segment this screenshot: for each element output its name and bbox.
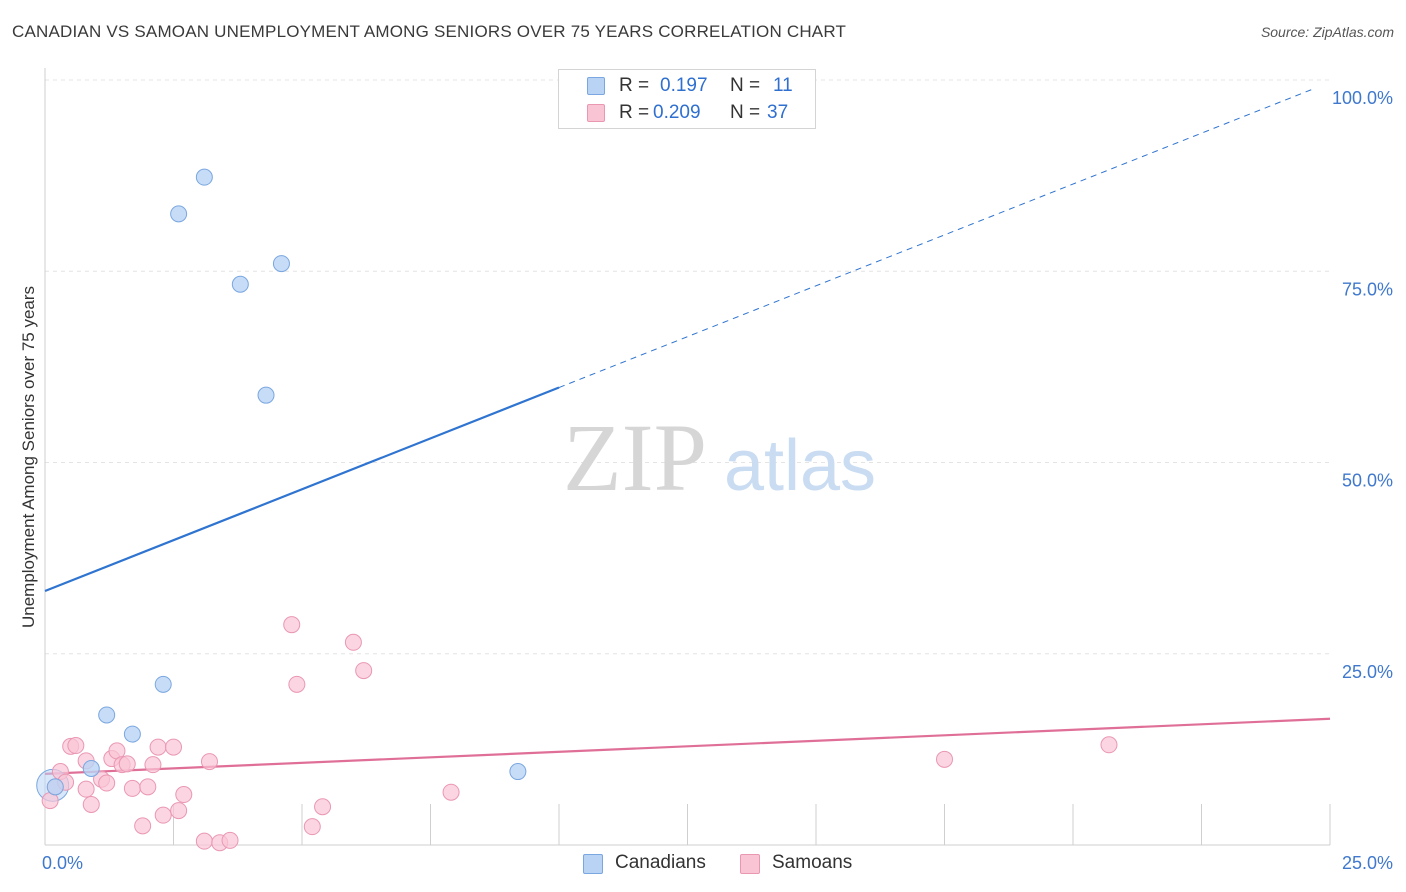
samoans-point — [175, 786, 193, 804]
samoans-point — [221, 831, 239, 849]
y-tick-label: 50.0% — [1342, 471, 1393, 491]
x-tick-label: 0.0% — [42, 853, 83, 873]
samoans-point — [283, 616, 301, 634]
bottom-swatch-samoans — [740, 854, 760, 874]
samoans-point — [98, 774, 116, 792]
source-label: Source: ZipAtlas.com — [1260, 24, 1394, 40]
canadians-point — [195, 168, 213, 186]
canadians-trend-extension — [558, 87, 1315, 388]
trend-lines — [44, 87, 1331, 775]
watermark: ZIP atlas — [563, 404, 876, 511]
canadians-point — [231, 275, 249, 293]
x-tick-label: 25.0% — [1342, 853, 1393, 873]
samoans-trend-line — [44, 717, 1331, 775]
samoans-point — [67, 737, 85, 755]
correlation-legend: R = 0.197 N = 11 R = 0.209 N = 37 — [558, 69, 816, 129]
canadians-point — [272, 255, 290, 273]
canadians-point — [82, 760, 100, 777]
y-tick-label: 25.0% — [1342, 662, 1393, 682]
canadians-point — [509, 763, 527, 781]
canadians-point — [257, 386, 275, 404]
samoans-point — [170, 802, 188, 820]
axes — [44, 68, 1331, 846]
watermark-atlas: atlas — [724, 426, 876, 506]
legend-n-value: 11 — [773, 75, 793, 96]
grid-lines — [45, 79, 1330, 655]
samoans-point — [344, 633, 362, 651]
samoans-point — [355, 662, 373, 680]
samoans-point — [314, 798, 332, 816]
canadians-point — [154, 675, 172, 693]
bottom-label-samoans: Samoans — [772, 852, 853, 873]
watermark-zip: ZIP — [563, 404, 707, 511]
canadians-point — [46, 778, 64, 796]
legend-r-value: 0.209 — [653, 102, 701, 123]
samoans-point — [288, 675, 306, 693]
y-axis-label: Unemployment Among Seniors over 75 years — [19, 286, 38, 628]
samoans-point — [123, 779, 141, 797]
y-tick-label: 75.0% — [1342, 279, 1393, 299]
samoans-point — [144, 756, 162, 774]
samoans-point — [936, 750, 953, 768]
samoans-point — [303, 818, 321, 836]
legend-r-value: 0.197 — [660, 75, 708, 96]
canadians-point — [98, 706, 116, 724]
samoans-point — [442, 783, 460, 801]
bottom-label-canadians: Canadians — [615, 852, 706, 873]
samoans-point — [200, 753, 218, 771]
canadians-trend-line — [44, 386, 560, 593]
legend-r-label: R = — [619, 102, 650, 123]
samoans-point — [154, 806, 172, 824]
samoans-point — [139, 778, 157, 796]
samoans-point — [165, 738, 182, 756]
samoans-point — [82, 795, 100, 813]
canadians-point — [123, 725, 141, 743]
samoans-point — [1100, 736, 1118, 754]
data-points — [36, 168, 1118, 852]
legend-r-label: R = — [619, 75, 650, 96]
legend-n-label: N = — [730, 75, 761, 96]
bottom-swatch-canadians — [583, 854, 603, 874]
samoans-point — [77, 780, 95, 798]
y-tick-label: 100.0% — [1332, 88, 1393, 108]
legend-n-value: 37 — [767, 102, 789, 123]
samoans-point — [195, 832, 213, 850]
legend-swatch-canadians — [587, 77, 605, 95]
legend-n-label: N = — [730, 102, 761, 123]
samoans-point — [149, 738, 167, 756]
chart-title: CANADIAN VS SAMOAN UNEMPLOYMENT AMONG SE… — [12, 22, 847, 41]
samoans-point — [134, 817, 152, 835]
canadians-point — [170, 205, 188, 223]
legend-swatch-samoans — [587, 104, 605, 122]
tick-labels: 100.0% 75.0% 50.0% 25.0% 0.0% 25.0% — [42, 88, 1393, 873]
samoans-point — [118, 755, 136, 773]
